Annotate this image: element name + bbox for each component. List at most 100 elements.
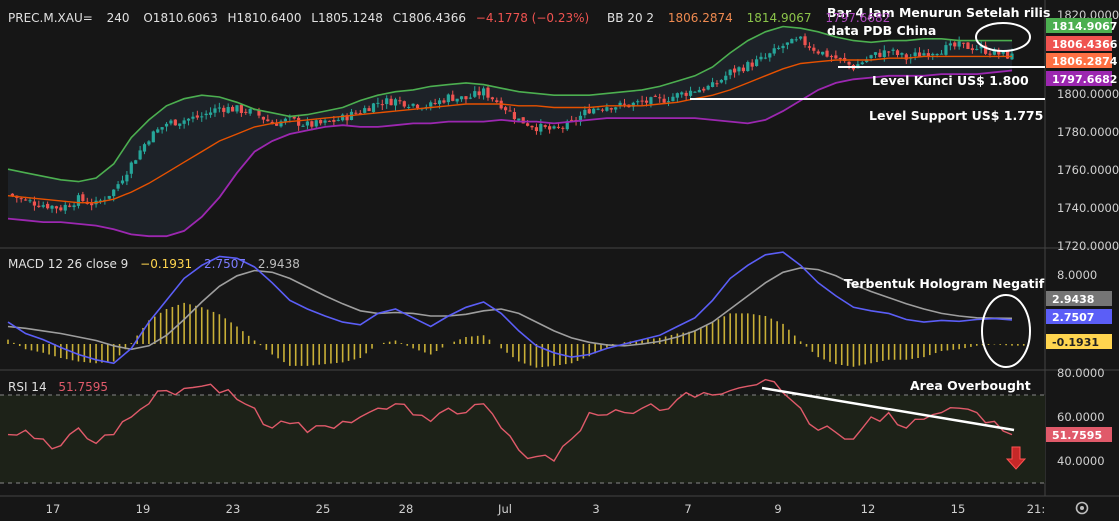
candle-body bbox=[28, 200, 32, 202]
macd-value: 2.7507 bbox=[204, 257, 246, 271]
candle-body bbox=[600, 109, 605, 111]
candle-body bbox=[583, 109, 587, 116]
price-tick: 1780.0000 bbox=[1057, 125, 1119, 139]
candle-body bbox=[160, 127, 164, 130]
bb-upper-line bbox=[7, 25, 1012, 183]
time-tick: 25 bbox=[316, 502, 331, 516]
candle-body bbox=[385, 98, 389, 105]
gear-icon[interactable] bbox=[1075, 501, 1089, 515]
badge-bb-mid-text: 1806.2874 bbox=[1052, 55, 1118, 68]
candle-body bbox=[301, 125, 305, 127]
candle-body bbox=[191, 116, 195, 119]
candle-body bbox=[182, 120, 186, 124]
candle-body bbox=[539, 123, 543, 132]
candle-body bbox=[772, 48, 776, 54]
candle-body bbox=[640, 100, 644, 102]
price-tick: 1800.0000 bbox=[1057, 87, 1119, 101]
candle-body bbox=[358, 113, 362, 115]
candle-body bbox=[142, 144, 147, 152]
candle-body bbox=[684, 92, 688, 96]
annotation-level-support: Level Support US$ 1.775 bbox=[869, 108, 1043, 123]
candle-body bbox=[618, 102, 622, 107]
candle-body bbox=[658, 97, 662, 99]
candle-body bbox=[754, 59, 759, 67]
candle-body bbox=[878, 52, 882, 57]
candle-body bbox=[380, 104, 384, 106]
candle-body bbox=[389, 98, 393, 106]
badge-macd bbox=[1046, 309, 1112, 324]
time-tick: 19 bbox=[136, 502, 151, 516]
candle-body bbox=[935, 54, 939, 56]
candle-body bbox=[112, 189, 116, 197]
candle-body bbox=[710, 82, 715, 87]
candle-body bbox=[134, 160, 138, 164]
macd-hist-value: −0.1931 bbox=[140, 257, 192, 271]
candle-body bbox=[68, 205, 72, 207]
badge-close bbox=[1046, 36, 1112, 51]
candle-body bbox=[631, 102, 635, 107]
candle-body bbox=[521, 117, 525, 124]
candle-body bbox=[671, 96, 675, 102]
candle-body bbox=[534, 127, 539, 132]
candle-body bbox=[556, 126, 561, 128]
annotation-bar4: Bar 4 Jam Menurun Setelah rilis bbox=[827, 5, 1050, 20]
badge-bb-mid bbox=[1046, 53, 1112, 68]
annotation-level-kunci: Level Kunci US$ 1.800 bbox=[872, 73, 1029, 88]
candle-body bbox=[741, 67, 745, 72]
annotation-hologram: Terbentuk Hologram Negatif bbox=[844, 276, 1045, 291]
bb-upper-value: 1814.9067 bbox=[747, 11, 812, 25]
candle-body bbox=[552, 126, 556, 129]
candle-body bbox=[402, 101, 406, 107]
candle-body bbox=[706, 85, 710, 90]
rsi-legend: RSI 14 51.7595 bbox=[8, 380, 108, 394]
candle-body bbox=[917, 52, 922, 57]
bb-mid-line bbox=[7, 55, 1012, 204]
candle-body bbox=[939, 53, 944, 55]
candle-body bbox=[371, 103, 376, 113]
candle-body bbox=[314, 120, 318, 127]
time-tick: 21: bbox=[1027, 502, 1046, 516]
candle-body bbox=[376, 102, 380, 104]
badge-bb-upper bbox=[1046, 18, 1112, 33]
badge-macd-text: 2.7507 bbox=[1052, 311, 1094, 324]
candle-body bbox=[821, 51, 825, 55]
candle-body bbox=[367, 108, 371, 112]
candle-body bbox=[653, 95, 657, 97]
candle-body bbox=[169, 120, 173, 124]
annotation-bar4-line2: data PDB China bbox=[827, 23, 936, 38]
candle-body bbox=[970, 48, 974, 51]
badge-bb-lower-text: 1797.6682 bbox=[1052, 73, 1117, 86]
candle-body bbox=[838, 57, 842, 59]
candle-body bbox=[164, 123, 169, 127]
ohlc-low: L1805.1248 bbox=[311, 11, 383, 25]
candle-body bbox=[636, 101, 640, 103]
candle-body bbox=[455, 98, 459, 102]
bb-mid-value: 1806.2874 bbox=[668, 11, 733, 25]
candle-body bbox=[477, 91, 481, 96]
rsi-line bbox=[7, 378, 1013, 462]
candle-body bbox=[305, 121, 310, 126]
bollinger-band-area bbox=[8, 26, 1012, 237]
candle-body bbox=[437, 100, 442, 105]
bb-lower-value: 1797.6682 bbox=[825, 11, 890, 25]
candle-body bbox=[24, 199, 28, 201]
candle-body bbox=[790, 39, 794, 44]
candle-body bbox=[116, 184, 120, 189]
rsi-badges: 51.7595 bbox=[1046, 427, 1112, 442]
candle-body bbox=[503, 107, 508, 111]
candle-body bbox=[72, 205, 76, 208]
candle-body bbox=[587, 109, 591, 114]
candle-body bbox=[812, 47, 816, 51]
candle-body bbox=[310, 121, 314, 127]
candle-body bbox=[512, 112, 517, 120]
candle-body bbox=[662, 98, 666, 103]
candle-body bbox=[548, 126, 552, 130]
candle-body bbox=[363, 108, 367, 113]
candle-body bbox=[649, 97, 653, 105]
candle-body bbox=[156, 129, 160, 133]
candle-body bbox=[530, 125, 534, 128]
candle-body bbox=[873, 52, 878, 55]
candle-body bbox=[750, 62, 754, 67]
candle-body bbox=[688, 90, 693, 96]
